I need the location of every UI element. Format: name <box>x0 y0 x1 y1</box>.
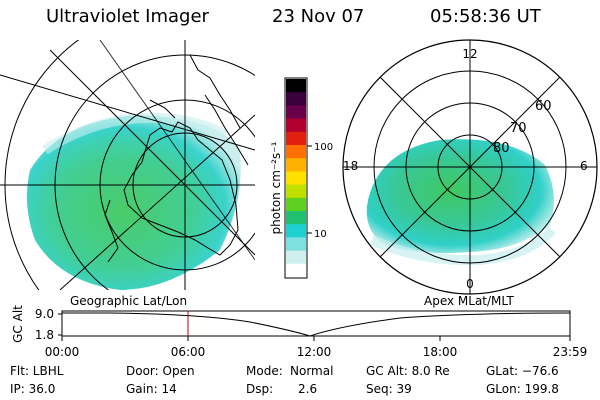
alt-xtick-label-1: 06:00 <box>171 345 206 359</box>
polar-aurora-fringe <box>369 226 556 266</box>
colorbar-steps <box>286 79 306 278</box>
status-seq: Seq: 39 <box>366 382 412 396</box>
colorbar-step <box>286 79 306 93</box>
colorbar <box>284 77 312 279</box>
geographic-panel-label: Geographic Lat/Lon <box>70 294 188 308</box>
apex-panel-label: Apex MLat/MLT <box>424 294 514 308</box>
status-dsp-value: 2.6 <box>298 382 318 396</box>
status-glat: GLat: −76.6 <box>486 364 559 378</box>
colorbar-unit-label: photon cm⁻²s⁻¹ <box>269 141 283 234</box>
polar-label-12: 12 <box>462 47 477 61</box>
colorbar-label-10: 10 <box>314 229 327 240</box>
status-door: Door: Open <box>126 364 195 378</box>
geo-aurora-region <box>26 115 241 290</box>
colorbar-step <box>286 118 306 133</box>
polar-plot <box>342 39 598 295</box>
colorbar-step <box>286 237 306 252</box>
geo-lon-line-d3 <box>0 74 255 151</box>
polar-label-18: 18 <box>343 159 358 173</box>
alt-plot-frame <box>61 310 571 337</box>
colorbar-step <box>286 145 306 159</box>
alt-xtick-label-4: 23:59 <box>553 345 588 359</box>
colorbar-step <box>286 250 306 265</box>
status-gc-alt: GC Alt: 8.0 Re <box>366 364 450 378</box>
polar-ring-label-60: 60 <box>535 99 552 114</box>
colorbar-step <box>286 224 306 238</box>
geo-lon-line-d2 <box>59 114 255 290</box>
geo-coastline-2 <box>189 54 241 129</box>
status-glon: GLon: 199.8 <box>486 382 559 396</box>
colorbar-label-100: 100 <box>314 142 333 153</box>
alt-ytick-label-bottom: 1.8 <box>35 328 54 342</box>
polar-aurora-region <box>366 139 554 254</box>
status-dsp-label: Dsp: <box>246 382 274 396</box>
colorbar-step <box>286 158 306 172</box>
colorbar-step <box>286 184 306 199</box>
polar-ring-label-70: 70 <box>510 121 527 136</box>
colorbar-step <box>286 92 306 106</box>
polar-ring-label-80: 80 <box>493 141 510 156</box>
instrument-title: Ultraviolet Imager <box>46 6 209 27</box>
geographic-map <box>0 40 255 290</box>
status-gain: Gain: 14 <box>126 382 177 396</box>
colorbar-step <box>286 197 306 212</box>
geo-coastline <box>123 121 239 256</box>
colorbar-step <box>286 171 306 186</box>
colorbar-step <box>286 211 306 225</box>
polar-label-0: 0 <box>466 277 474 291</box>
alt-xtick-label-3: 18:00 <box>423 345 458 359</box>
colorbar-step <box>286 263 306 278</box>
alt-xtick-label-2: 12:00 <box>297 345 332 359</box>
alt-xtick-label-0: 00:00 <box>45 345 80 359</box>
alt-ytick-label-top: 9.0 <box>35 307 54 321</box>
alt-axis-label: GC Alt <box>11 305 25 343</box>
alt-curve <box>62 312 571 337</box>
geo-lon-line-d1 <box>49 49 255 256</box>
polar-label-6: 6 <box>580 159 588 173</box>
status-mode-label: Mode: <box>246 364 283 378</box>
status-flt: Flt: LBHL <box>10 364 64 378</box>
polar-diag-2 <box>379 76 561 258</box>
status-mode-value: Normal <box>290 364 334 378</box>
altitude-plot <box>58 310 571 341</box>
colorbar-step <box>286 131 306 146</box>
status-ip: IP: 36.0 <box>10 382 56 396</box>
colorbar-step <box>286 105 306 120</box>
date-label: 23 Nov 07 <box>272 6 365 27</box>
time-label: 05:58:36 UT <box>430 6 541 27</box>
